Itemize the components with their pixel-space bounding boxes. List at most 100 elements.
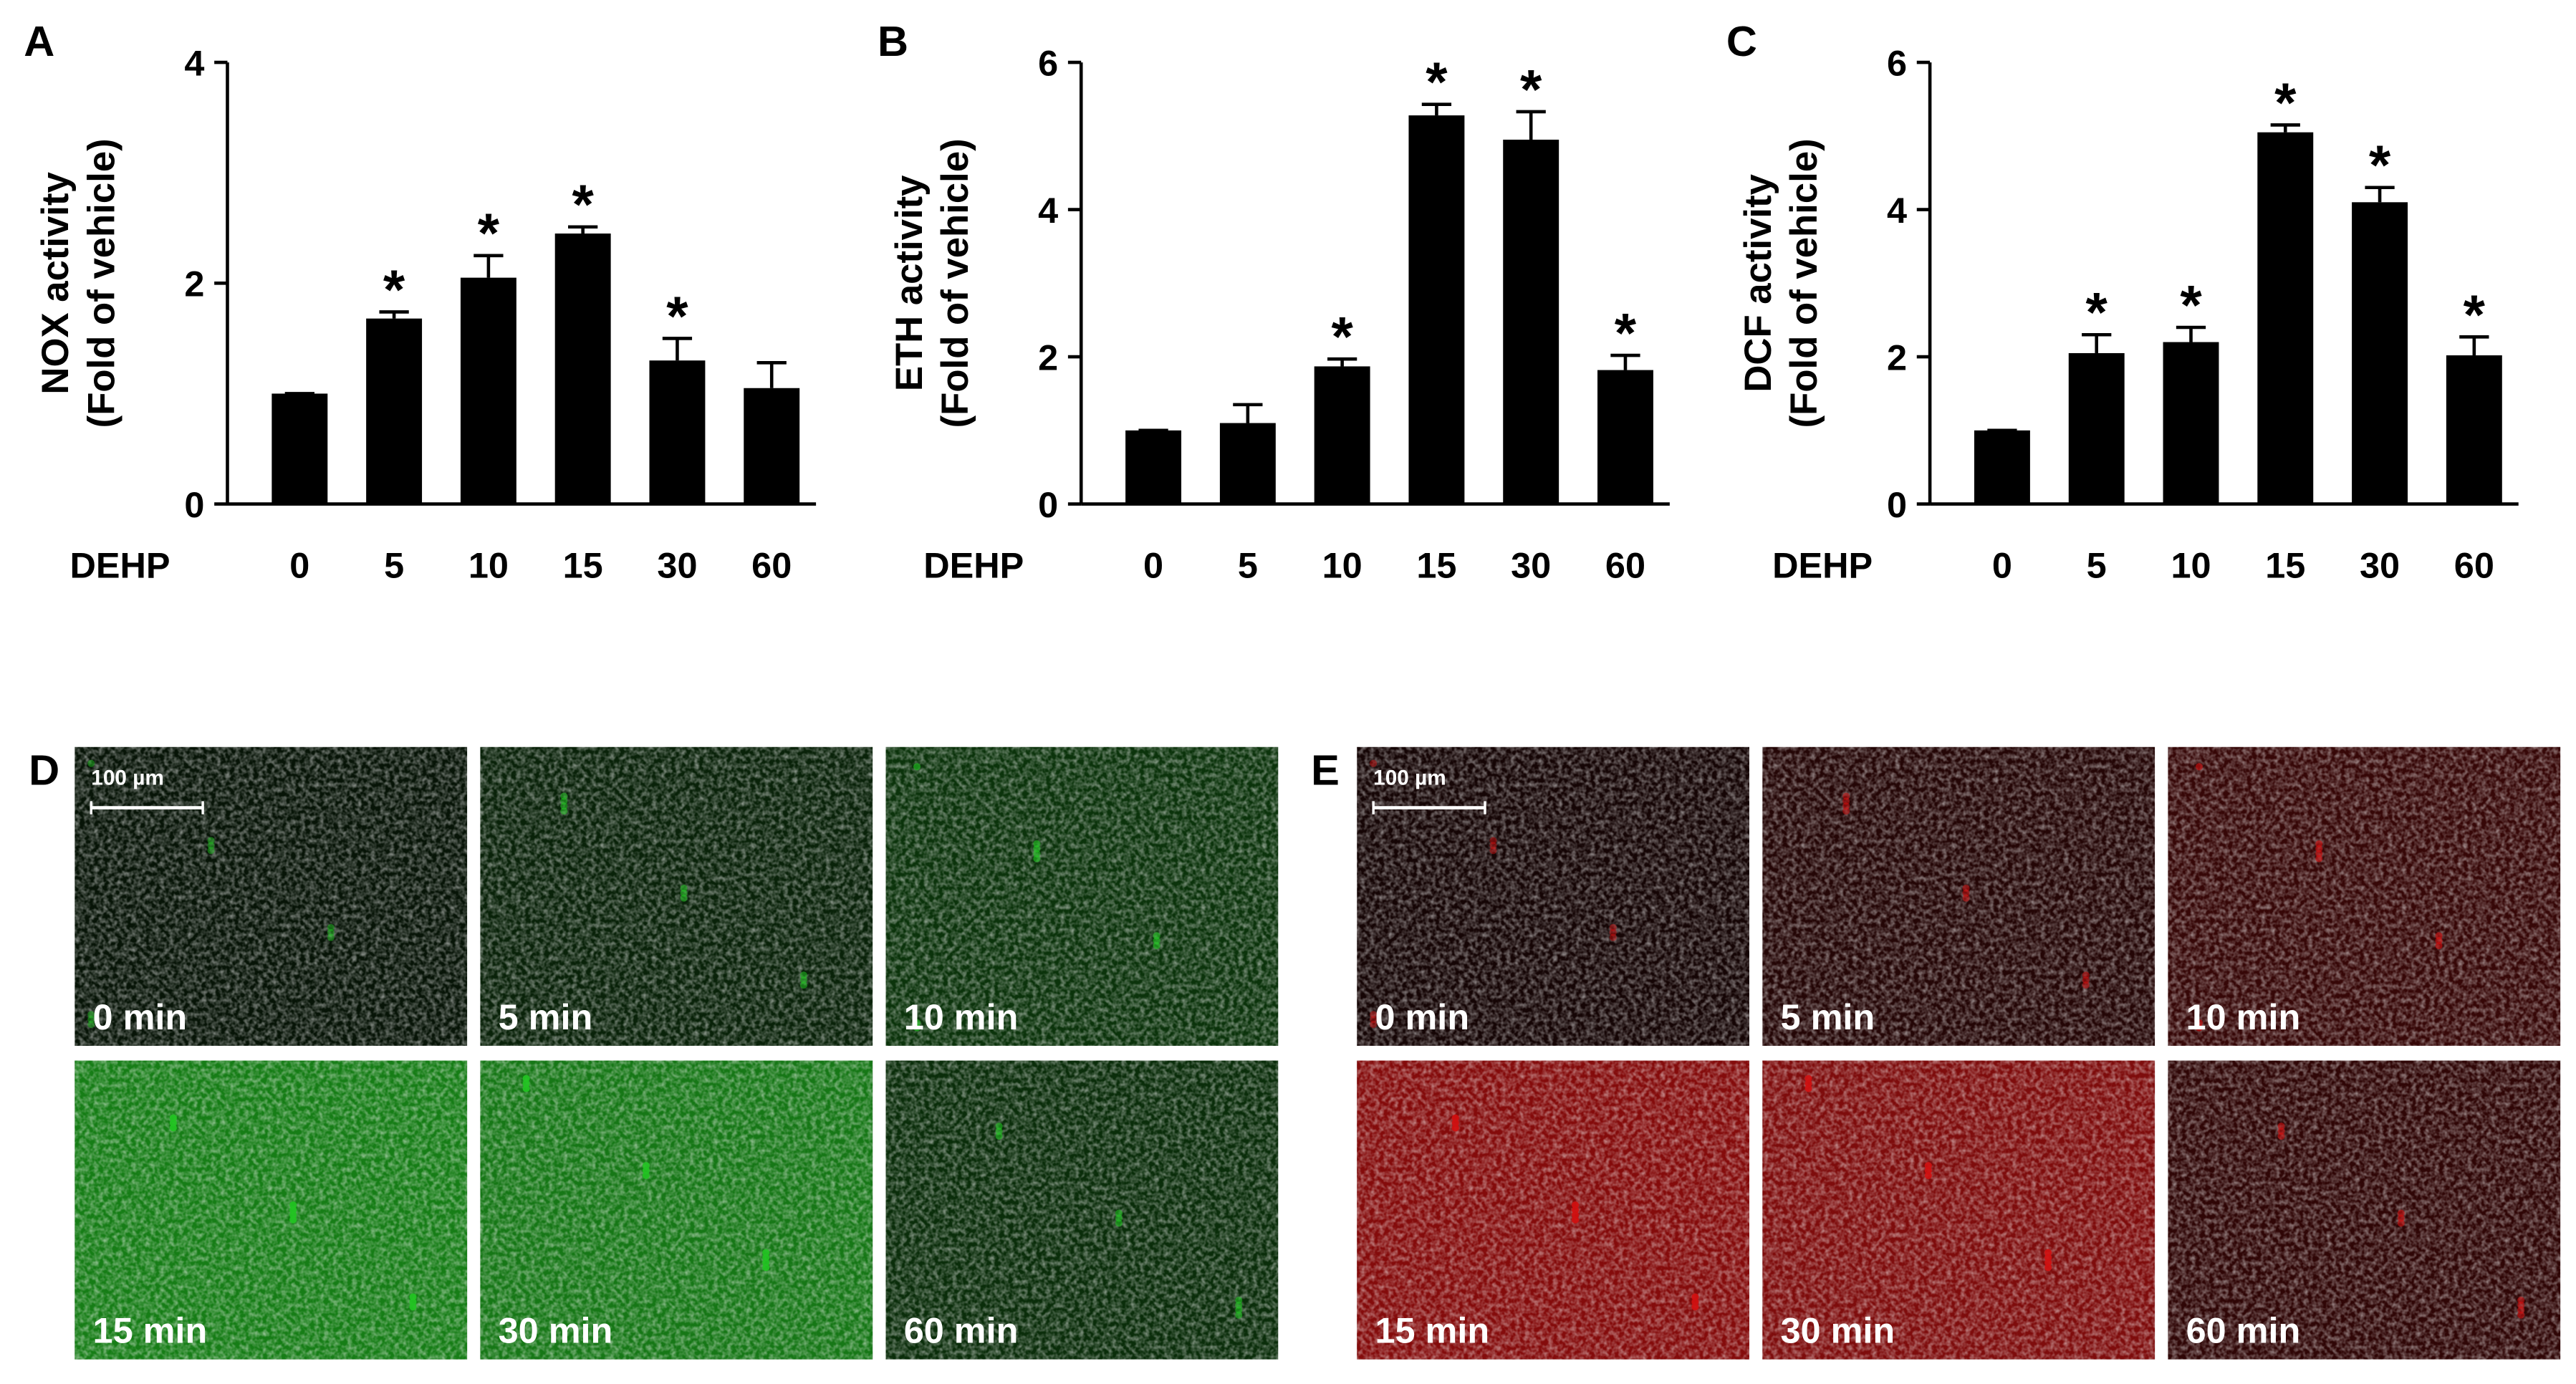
bar bbox=[1125, 430, 1182, 504]
significance-mark: * bbox=[1426, 50, 1448, 113]
x-tick-label: 15 bbox=[563, 545, 603, 586]
bright-cell bbox=[1235, 1297, 1243, 1304]
x-tick-label: 5 bbox=[1238, 545, 1258, 586]
panel-label: C bbox=[1726, 17, 1757, 65]
scale-bar-label: 100 µm bbox=[1373, 766, 1446, 789]
bright-cell bbox=[207, 837, 215, 845]
bright-cell bbox=[2044, 1249, 2052, 1256]
micrograph: 60 min bbox=[2168, 1060, 2561, 1360]
x-tick-label: 15 bbox=[1416, 545, 1456, 586]
time-label: 30 min bbox=[499, 1310, 613, 1351]
significance-mark: * bbox=[666, 284, 688, 347]
scale-bar-label: 100 µm bbox=[91, 766, 164, 789]
bar bbox=[2257, 132, 2314, 504]
bar bbox=[1503, 139, 1559, 504]
bright-cell bbox=[1115, 1209, 1123, 1217]
bright-cell bbox=[2397, 1209, 2405, 1217]
x-tick-label: 0 bbox=[1143, 545, 1163, 586]
x-tick-label: 30 bbox=[1511, 545, 1551, 586]
bright-cell bbox=[1804, 1075, 1812, 1082]
bright-cell bbox=[87, 1021, 95, 1029]
bright-cell bbox=[1924, 1162, 1932, 1170]
bar bbox=[271, 393, 328, 504]
bar bbox=[1314, 366, 1370, 504]
panel-label: E bbox=[1311, 746, 1340, 794]
bright-cell bbox=[1489, 842, 1497, 850]
bright-cell bbox=[1489, 847, 1497, 855]
micrograph-texture bbox=[480, 1060, 873, 1360]
bright-cell bbox=[913, 763, 921, 771]
bright-cell bbox=[327, 923, 335, 931]
y-axis-label: ETH activity bbox=[888, 175, 931, 391]
time-label: 5 min bbox=[1781, 996, 1875, 1037]
bar bbox=[460, 277, 516, 504]
bright-cell bbox=[1572, 1201, 1580, 1209]
bright-cell bbox=[87, 1011, 95, 1019]
bright-cell bbox=[2315, 840, 2323, 848]
micrograph: 10 min bbox=[885, 746, 1279, 1046]
bar bbox=[554, 233, 611, 504]
micrograph-texture bbox=[885, 1060, 1279, 1360]
significance-mark: * bbox=[383, 258, 405, 321]
micrograph-texture bbox=[480, 746, 873, 1046]
bar bbox=[1974, 430, 2030, 504]
x-tick-label: 15 bbox=[2265, 545, 2305, 586]
micrograph-texture bbox=[1357, 1060, 1749, 1360]
y-tick-label: 4 bbox=[1887, 190, 1907, 231]
bright-cell bbox=[642, 1162, 650, 1170]
micrograph: 15 min bbox=[75, 1060, 468, 1360]
y-tick-label: 6 bbox=[1038, 42, 1058, 83]
significance-mark: * bbox=[1615, 301, 1637, 364]
bright-cell bbox=[913, 1019, 921, 1027]
bright-cell bbox=[2435, 932, 2443, 940]
significance-mark: * bbox=[1331, 305, 1353, 368]
significance-mark: * bbox=[2180, 273, 2202, 336]
bright-cell bbox=[2195, 1019, 2203, 1027]
micrograph: 30 min bbox=[1762, 1060, 2156, 1360]
micrograph-texture bbox=[75, 746, 468, 1046]
significance-mark: * bbox=[478, 201, 500, 264]
bright-cell bbox=[1691, 1293, 1699, 1301]
bright-cell bbox=[995, 1123, 1003, 1130]
time-label: 15 min bbox=[1375, 1310, 1489, 1351]
micrograph-texture bbox=[2168, 746, 2561, 1046]
y-tick-label: 4 bbox=[184, 42, 204, 83]
bar bbox=[1219, 423, 1276, 504]
bright-cell bbox=[2082, 971, 2090, 979]
bar bbox=[649, 360, 706, 504]
bright-cell bbox=[1153, 932, 1160, 940]
bar bbox=[1597, 370, 1653, 504]
x-axis-label: DEHP bbox=[1772, 545, 1873, 586]
bright-cell bbox=[327, 933, 335, 941]
time-label: 0 min bbox=[93, 996, 188, 1037]
x-tick-label: 5 bbox=[2087, 545, 2107, 586]
micrograph-texture bbox=[1762, 746, 2156, 1046]
panel-label: A bbox=[24, 17, 54, 65]
bright-cell bbox=[87, 1016, 95, 1024]
time-label: 15 min bbox=[93, 1310, 208, 1351]
y-axis-label: (Fold of vehicle) bbox=[1783, 138, 1825, 428]
bar bbox=[2163, 342, 2219, 504]
bright-cell bbox=[522, 1075, 530, 1082]
bar bbox=[366, 318, 423, 504]
y-tick-label: 2 bbox=[1887, 337, 1907, 378]
bright-cell bbox=[799, 971, 807, 979]
y-axis-label: DCF activity bbox=[1737, 173, 1779, 392]
bright-cell bbox=[762, 1249, 770, 1256]
bright-cell bbox=[169, 1114, 177, 1122]
bright-cell bbox=[1370, 1011, 1378, 1019]
bright-cell bbox=[1609, 928, 1617, 936]
x-axis-label: DEHP bbox=[69, 545, 170, 586]
y-tick-label: 0 bbox=[1887, 484, 1907, 525]
x-tick-label: 60 bbox=[1605, 545, 1645, 586]
panel-label: D bbox=[29, 746, 59, 794]
panel-label: B bbox=[878, 17, 908, 65]
x-tick-label: 0 bbox=[1992, 545, 2012, 586]
bright-cell bbox=[1370, 1021, 1378, 1029]
x-tick-label: 60 bbox=[751, 545, 792, 586]
bright-cell bbox=[327, 928, 335, 936]
bright-cell bbox=[1370, 759, 1378, 767]
time-label: 0 min bbox=[1375, 996, 1469, 1037]
bright-cell bbox=[2277, 1123, 2285, 1130]
